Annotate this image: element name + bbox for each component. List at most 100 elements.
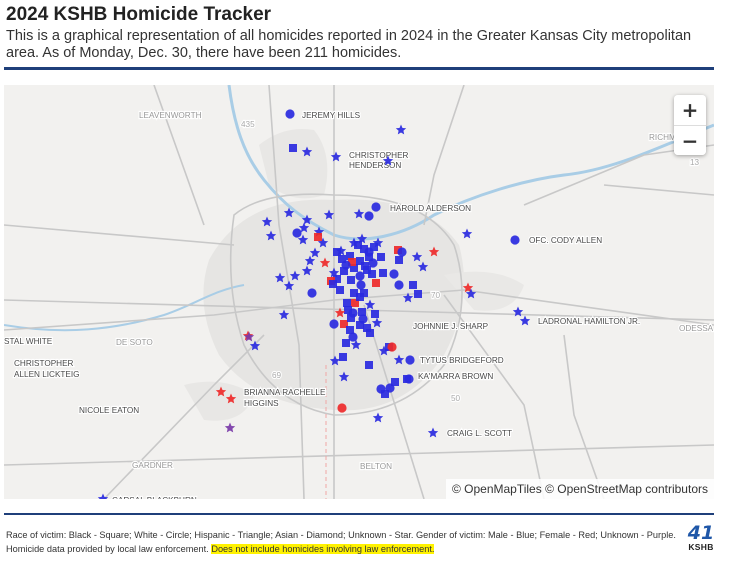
homicide-marker-circle[interactable] — [397, 247, 407, 257]
homicide-marker-star[interactable] — [338, 371, 350, 382]
homicide-marker-star[interactable] — [335, 245, 347, 256]
homicide-marker-square[interactable] — [348, 258, 356, 266]
homicide-marker-square[interactable] — [351, 299, 359, 307]
zoom-in-button[interactable]: + — [674, 95, 706, 125]
homicide-marker-square[interactable] — [360, 245, 368, 253]
homicide-marker-square[interactable] — [409, 281, 417, 289]
homicide-marker-square[interactable] — [360, 289, 368, 297]
homicide-marker-star[interactable] — [427, 427, 439, 438]
homicide-marker-square[interactable] — [395, 256, 403, 264]
homicide-marker-star[interactable] — [319, 257, 331, 268]
homicide-marker-square[interactable] — [371, 310, 379, 318]
homicide-marker-square[interactable] — [340, 267, 348, 275]
homicide-marker-star[interactable] — [382, 155, 394, 166]
homicide-marker-circle[interactable] — [387, 342, 397, 352]
homicide-marker-circle[interactable] — [355, 271, 365, 281]
homicide-marker-square[interactable] — [339, 353, 347, 361]
homicide-marker-star[interactable] — [283, 280, 295, 291]
homicide-marker-star[interactable] — [411, 251, 423, 262]
homicide-marker-square[interactable] — [356, 321, 364, 329]
homicide-marker-star[interactable] — [243, 331, 255, 342]
homicide-marker-star[interactable] — [323, 209, 335, 220]
homicide-marker-star[interactable] — [261, 216, 273, 227]
homicide-marker-star[interactable] — [395, 124, 407, 135]
homicide-marker-square[interactable] — [354, 241, 362, 249]
homicide-marker-circle[interactable] — [364, 247, 374, 257]
homicide-marker-square[interactable] — [366, 329, 374, 337]
homicide-marker-star[interactable] — [249, 340, 261, 351]
homicide-marker-star[interactable] — [283, 207, 295, 218]
homicide-marker-circle[interactable] — [364, 211, 374, 221]
homicide-marker-star[interactable] — [317, 237, 329, 248]
homicide-marker-star[interactable] — [225, 393, 237, 404]
homicide-marker-star[interactable] — [393, 354, 405, 365]
homicide-marker-square[interactable] — [356, 257, 364, 265]
homicide-marker-star[interactable] — [278, 309, 290, 320]
homicide-marker-star[interactable] — [274, 272, 286, 283]
homicide-marker-circle[interactable] — [371, 202, 381, 212]
homicide-marker-square[interactable] — [368, 270, 376, 278]
homicide-marker-star[interactable] — [309, 247, 321, 258]
homicide-marker-star[interactable] — [461, 228, 473, 239]
homicide-marker-star[interactable] — [304, 255, 316, 266]
homicide-marker-square[interactable] — [314, 233, 322, 241]
map-attribution[interactable]: © OpenMapTiles © OpenStreetMap contribut… — [445, 479, 714, 499]
homicide-marker-circle[interactable] — [356, 280, 366, 290]
homicide-marker-circle[interactable] — [337, 403, 347, 413]
zoom-out-button[interactable]: − — [674, 126, 706, 155]
homicide-marker-square[interactable] — [346, 252, 354, 260]
homicide-marker-star[interactable] — [353, 208, 365, 219]
homicide-marker-circle[interactable] — [510, 235, 520, 245]
homicide-marker-square[interactable] — [381, 390, 389, 398]
homicide-marker-square[interactable] — [365, 361, 373, 369]
homicide-marker-square[interactable] — [289, 144, 297, 152]
map-canvas[interactable]: LEAVENWORTH RICHM ODESSA DE SOTO GARDNER BELT… — [4, 85, 714, 499]
homicide-marker-star[interactable] — [334, 307, 346, 318]
homicide-marker-star[interactable] — [371, 317, 383, 328]
homicide-marker-star[interactable] — [402, 292, 414, 303]
homicide-markers[interactable] — [97, 109, 531, 500]
homicide-marker-star[interactable] — [301, 146, 313, 157]
homicide-marker-circle[interactable] — [348, 332, 358, 342]
homicide-marker-square[interactable] — [342, 339, 350, 347]
homicide-marker-star[interactable] — [301, 214, 313, 225]
homicide-marker-star[interactable] — [97, 493, 109, 500]
homicide-marker-square[interactable] — [358, 308, 366, 316]
homicide-marker-circle[interactable] — [389, 269, 399, 279]
homicide-marker-star[interactable] — [372, 412, 384, 423]
homicide-marker-star[interactable] — [289, 270, 301, 281]
homicide-marker-star[interactable] — [330, 151, 342, 162]
homicide-marker-square[interactable] — [338, 255, 346, 263]
homicide-marker-square[interactable] — [346, 326, 354, 334]
homicide-marker-star[interactable] — [328, 267, 340, 278]
homicide-marker-circle[interactable] — [285, 109, 295, 119]
homicide-marker-square[interactable] — [414, 290, 422, 298]
homicide-marker-square[interactable] — [340, 320, 348, 328]
homicide-marker-square[interactable] — [372, 279, 380, 287]
homicide-marker-square[interactable] — [343, 299, 351, 307]
homicide-marker-square[interactable] — [370, 243, 378, 251]
homicide-marker-square[interactable] — [379, 269, 387, 277]
homicide-marker-square[interactable] — [344, 306, 352, 314]
homicide-marker-square[interactable] — [350, 289, 358, 297]
homicide-marker-circle[interactable] — [368, 258, 378, 268]
homicide-marker-circle[interactable] — [358, 314, 368, 324]
homicide-marker-square[interactable] — [333, 248, 341, 256]
homicide-marker-circle[interactable] — [405, 355, 415, 365]
homicide-marker-square[interactable] — [363, 266, 371, 274]
homicide-marker-circle[interactable] — [329, 319, 339, 329]
homicide-marker-square[interactable] — [347, 276, 355, 284]
homicide-marker-square[interactable] — [329, 280, 337, 288]
homicide-marker-star[interactable] — [224, 422, 236, 433]
homicide-marker-star[interactable] — [465, 288, 477, 299]
homicide-marker-circle[interactable] — [404, 374, 414, 384]
homicide-marker-circle[interactable] — [307, 288, 317, 298]
homicide-marker-square[interactable] — [363, 324, 371, 332]
homicide-marker-star[interactable] — [364, 299, 376, 310]
homicide-marker-star[interactable] — [512, 306, 524, 317]
homicide-marker-star[interactable] — [350, 339, 362, 350]
homicide-marker-star[interactable] — [428, 246, 440, 257]
homicide-marker-star[interactable] — [215, 386, 227, 397]
homicide-marker-square[interactable] — [350, 264, 358, 272]
homicide-marker-star[interactable] — [356, 233, 368, 244]
